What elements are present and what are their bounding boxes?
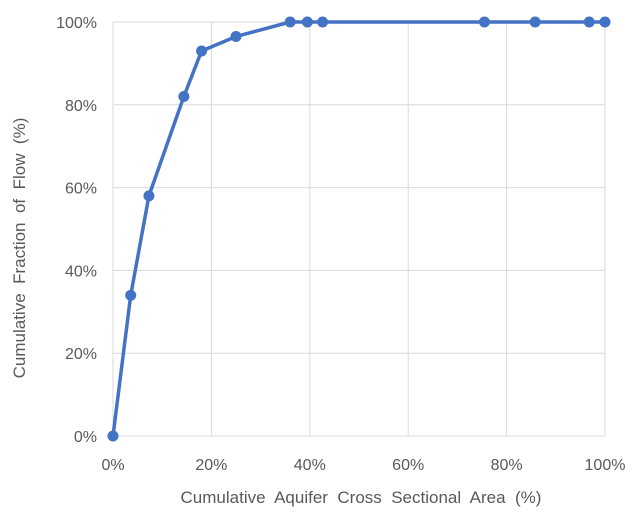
data-point [125, 289, 137, 301]
x-axis-title: Cumulative Aquifer Cross Sectional Area … [181, 488, 542, 507]
data-point [230, 30, 242, 42]
data-point [478, 16, 490, 28]
data-point [178, 91, 190, 103]
x-tick-label: 20% [195, 457, 227, 474]
y-tick-label: 40% [65, 263, 97, 280]
x-tick-label: 0% [101, 457, 124, 474]
data-point [599, 16, 611, 28]
data-point [529, 16, 541, 28]
x-tick-label: 100% [585, 457, 626, 474]
x-tick-label: 40% [294, 457, 326, 474]
data-point [583, 16, 595, 28]
data-point [301, 16, 313, 28]
y-tick-label: 60% [65, 181, 97, 198]
x-tick-label: 80% [491, 457, 523, 474]
y-tick-label: 80% [65, 98, 97, 115]
x-tick-label: 60% [392, 457, 424, 474]
data-point [196, 45, 208, 57]
y-tick-label: 0% [74, 429, 97, 446]
data-point [284, 16, 296, 28]
gridlines [112, 21, 606, 437]
series-group [107, 16, 611, 442]
y-tick-labels: 0% 20% 40% 60% 80% 100% [56, 15, 97, 446]
x-tick-labels: 0% 20% 40% 60% 80% 100% [101, 457, 625, 474]
data-point [107, 430, 119, 442]
y-tick-label: 100% [56, 15, 97, 32]
y-axis-title: Cumulative Fraction of Flow (%) [10, 118, 29, 379]
data-point [317, 16, 329, 28]
y-tick-label: 20% [65, 346, 97, 363]
data-point [143, 190, 155, 202]
